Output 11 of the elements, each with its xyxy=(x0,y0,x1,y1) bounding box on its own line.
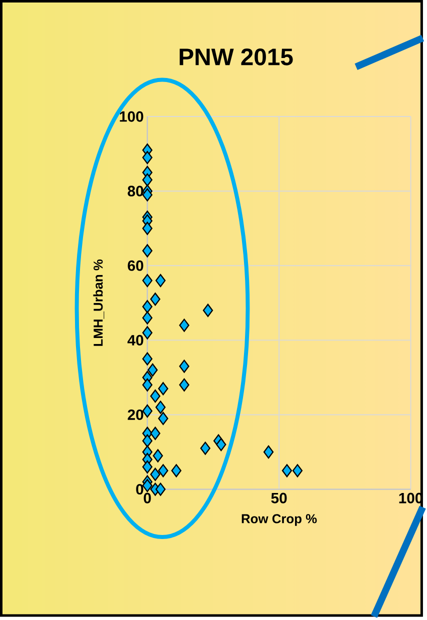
y-tick-label: 60 xyxy=(128,260,144,271)
y-tick-label: 80 xyxy=(128,186,144,196)
y-tick-label: 20 xyxy=(128,409,144,420)
y-tick-label: 40 xyxy=(128,334,144,346)
chart-title: PNW 2015 xyxy=(180,48,294,66)
x-tick-label: 50 xyxy=(271,492,287,504)
x-axis-title: Row Crop % xyxy=(242,514,317,526)
x-tick-label: 0 xyxy=(144,492,152,504)
y-tick-label: 100 xyxy=(120,111,144,122)
y-tick-label: 0 xyxy=(136,484,144,495)
y-axis-title: LMH_Urban % xyxy=(93,259,104,346)
